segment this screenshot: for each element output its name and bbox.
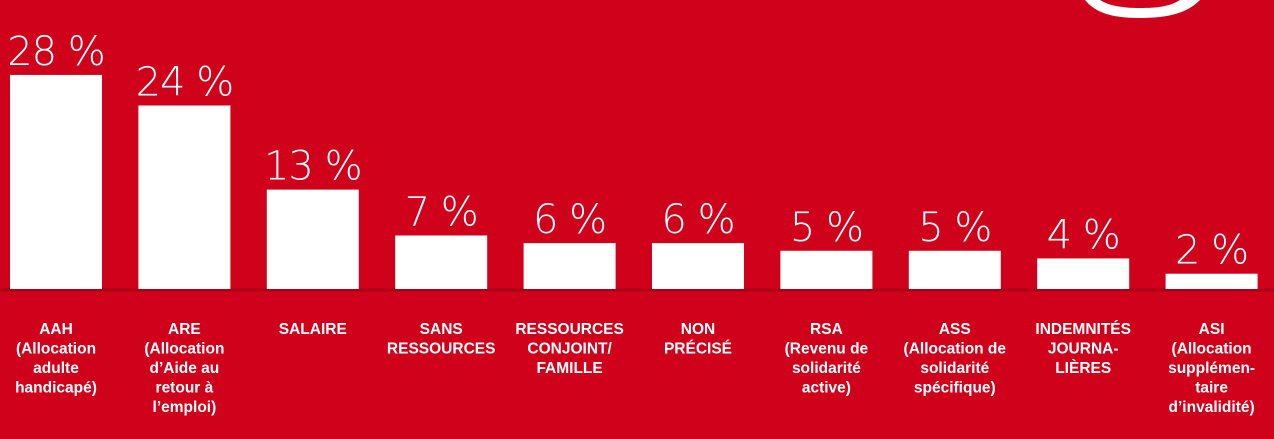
x-tick-label: spécifique): [914, 380, 996, 397]
x-tick-label: RESSOURCES: [387, 341, 496, 358]
value-label: 24 %: [136, 60, 234, 106]
value-label: 5 %: [790, 205, 863, 251]
x-tick-label: active): [802, 380, 851, 397]
value-label: 2 %: [1175, 228, 1248, 274]
x-tick-label: (Revenu de: [785, 341, 869, 358]
x-tick-label: PRÉCISÉ: [664, 341, 732, 358]
x-tick-label: (Allocation: [1172, 341, 1252, 358]
x-tick-label: RESSOURCES: [515, 321, 624, 338]
x-tick-label: (Allocation: [16, 341, 96, 358]
logo-fragment: [1085, 0, 1200, 18]
bar: [908, 250, 1001, 289]
x-tick-label: supplémen-: [1168, 360, 1255, 377]
x-tick-label: ASS: [939, 321, 971, 338]
bar: [523, 243, 616, 289]
x-tick-label: l’emploi): [153, 399, 217, 416]
x-tick-label: AAH: [39, 321, 73, 338]
x-tick-label: CONJOINT/: [527, 341, 612, 358]
x-tick-label: d’invalidité): [1169, 399, 1255, 416]
value-label: 28 %: [7, 29, 105, 75]
x-tick-label: LIÈRES: [1055, 360, 1111, 377]
value-label: 7 %: [405, 189, 478, 235]
bar: [138, 105, 231, 289]
x-tick-label: (Allocation: [144, 341, 224, 358]
value-label: 6 %: [533, 197, 606, 243]
bar: [652, 243, 744, 289]
x-tick-label: JOURNA-: [1048, 341, 1119, 358]
x-tick-label: retour à: [156, 380, 214, 397]
bar: [395, 235, 488, 289]
bar: [1165, 273, 1258, 289]
x-tick-label: solidarité: [792, 360, 861, 377]
value-label: 13 %: [264, 144, 362, 190]
x-tick-label: SALAIRE: [279, 321, 347, 338]
x-tick-label: handicapé): [15, 380, 97, 397]
value-label: 4 %: [1047, 212, 1120, 258]
x-tick-label: RSA: [810, 321, 843, 338]
x-tick-label: taire: [1195, 380, 1228, 397]
bar: [780, 250, 873, 289]
x-tick-label: d’Aide au: [150, 360, 220, 377]
value-label: 5 %: [918, 205, 991, 251]
x-tick-label: (Allocation de: [904, 341, 1007, 358]
x-tick-label: SANS: [420, 321, 463, 338]
x-tick-label: ASI: [1199, 321, 1225, 338]
bar: [10, 74, 102, 289]
bar: [1037, 258, 1130, 289]
x-tick-label: FAMILLE: [536, 360, 602, 377]
x-tick-label: INDEMNITÉS: [1035, 321, 1131, 338]
x-tick-label: ARE: [168, 321, 201, 338]
x-tick-label: NON: [681, 321, 715, 338]
x-tick-label: adulte: [33, 360, 79, 377]
value-label: 6 %: [661, 197, 734, 243]
x-tick-label: solidarité: [920, 360, 989, 377]
bar: [266, 189, 359, 289]
